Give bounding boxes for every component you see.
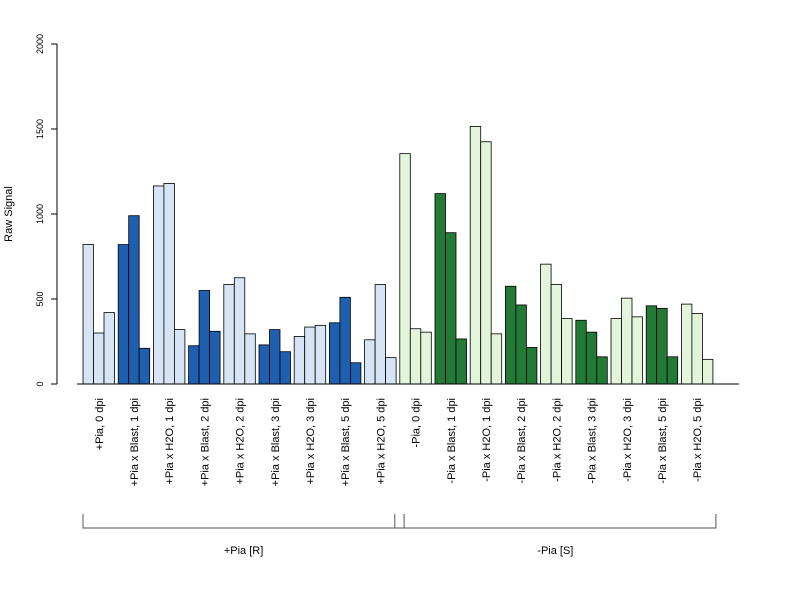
bar bbox=[504, 285, 517, 385]
category-label: -Pia x Blast, 5 dpi bbox=[657, 398, 669, 484]
bar bbox=[209, 330, 221, 385]
group-bracket-line bbox=[394, 514, 717, 529]
category-label: -Pia x H2O, 3 dpi bbox=[622, 398, 634, 482]
category-label: +Pia, 0 dpi bbox=[94, 398, 106, 450]
category-label: +Pia x Blast, 3 dpi bbox=[270, 398, 282, 486]
bar bbox=[550, 284, 562, 385]
bar bbox=[575, 319, 587, 385]
bar bbox=[561, 318, 573, 385]
group-bracket: -Pia [S] bbox=[394, 514, 717, 557]
bar bbox=[138, 347, 151, 385]
bar bbox=[128, 215, 140, 385]
category-label: +Pia x H2O, 1 dpi bbox=[164, 398, 176, 485]
category-label: +Pia x Blast, 5 dpi bbox=[340, 398, 352, 486]
bar bbox=[645, 305, 658, 385]
bars bbox=[82, 126, 714, 385]
bar bbox=[293, 335, 306, 385]
bar bbox=[82, 244, 94, 385]
y-tick-label: 0 bbox=[35, 381, 45, 386]
bar bbox=[585, 331, 598, 385]
category-label: +Pia x H2O, 3 dpi bbox=[305, 398, 317, 485]
category-label: -Pia, 0 dpi bbox=[411, 398, 423, 448]
bar bbox=[374, 284, 387, 385]
category-label: +Pia x H2O, 5 dpi bbox=[375, 398, 387, 485]
category-label: +Pia x Blast, 1 dpi bbox=[129, 398, 141, 486]
y-tick-label: 1000 bbox=[35, 204, 45, 224]
bar bbox=[328, 322, 341, 385]
bar bbox=[279, 351, 291, 385]
bar bbox=[469, 126, 482, 385]
bar bbox=[480, 141, 492, 385]
category-label: -Pia x Blast, 3 dpi bbox=[587, 398, 599, 484]
bar bbox=[526, 347, 538, 385]
category-label: -Pia x H2O, 1 dpi bbox=[481, 398, 493, 482]
bar bbox=[610, 318, 622, 385]
bar bbox=[244, 333, 256, 385]
y-tick-label: 2000 bbox=[35, 34, 45, 54]
y-axis-title: Raw Signal bbox=[3, 186, 15, 242]
bar bbox=[188, 345, 200, 385]
bar bbox=[596, 356, 608, 385]
category-label: -Pia x H2O, 5 dpi bbox=[692, 398, 704, 482]
bar bbox=[631, 316, 643, 385]
bar bbox=[445, 232, 457, 385]
bar bbox=[269, 329, 281, 385]
bar bbox=[681, 303, 693, 385]
bar bbox=[515, 304, 527, 385]
bar bbox=[93, 332, 105, 385]
category-label: +Pia x H2O, 2 dpi bbox=[235, 398, 247, 485]
y-tick-label: 1500 bbox=[35, 119, 45, 139]
bar bbox=[666, 356, 679, 385]
bar bbox=[103, 312, 115, 385]
category-labels: +Pia, 0 dpi +Pia x Blast, 1 dpi +Pia x H2O… bbox=[94, 398, 704, 486]
bar bbox=[258, 344, 270, 385]
bar bbox=[117, 244, 130, 385]
y-axis: 0 500 1000 1500 2000 bbox=[35, 34, 58, 387]
bar bbox=[399, 153, 411, 385]
bar bbox=[656, 307, 668, 385]
bar bbox=[434, 193, 446, 385]
bar bbox=[490, 333, 503, 385]
group-bracket-line bbox=[82, 514, 405, 529]
bar bbox=[198, 290, 211, 385]
bar bbox=[163, 182, 175, 385]
bar bbox=[349, 362, 362, 385]
bar bbox=[420, 331, 432, 385]
group-label: -Pia [S] bbox=[537, 545, 573, 557]
bar bbox=[455, 338, 467, 385]
y-tick-label: 500 bbox=[35, 291, 45, 306]
bar bbox=[364, 339, 376, 385]
bar bbox=[409, 328, 422, 385]
bar bbox=[152, 185, 165, 385]
bar bbox=[173, 329, 186, 385]
bar bbox=[540, 263, 552, 385]
bar bbox=[621, 297, 633, 385]
category-label: +Pia x Blast, 2 dpi bbox=[199, 398, 211, 486]
group-label: +Pia [R] bbox=[224, 545, 263, 557]
bar bbox=[339, 296, 351, 385]
bar bbox=[691, 313, 703, 385]
bar bbox=[385, 357, 397, 385]
group-brackets: +Pia [R] -Pia [S] bbox=[82, 514, 717, 557]
category-label: -Pia x H2O, 2 dpi bbox=[551, 398, 563, 482]
bar bbox=[314, 324, 327, 385]
category-label: -Pia x Blast, 1 dpi bbox=[446, 398, 458, 484]
bar bbox=[223, 284, 235, 385]
group-bracket: +Pia [R] bbox=[82, 514, 405, 557]
category-label: -Pia x Blast, 2 dpi bbox=[516, 398, 528, 484]
bar bbox=[304, 326, 316, 385]
bar bbox=[702, 358, 714, 385]
bar bbox=[233, 277, 246, 385]
